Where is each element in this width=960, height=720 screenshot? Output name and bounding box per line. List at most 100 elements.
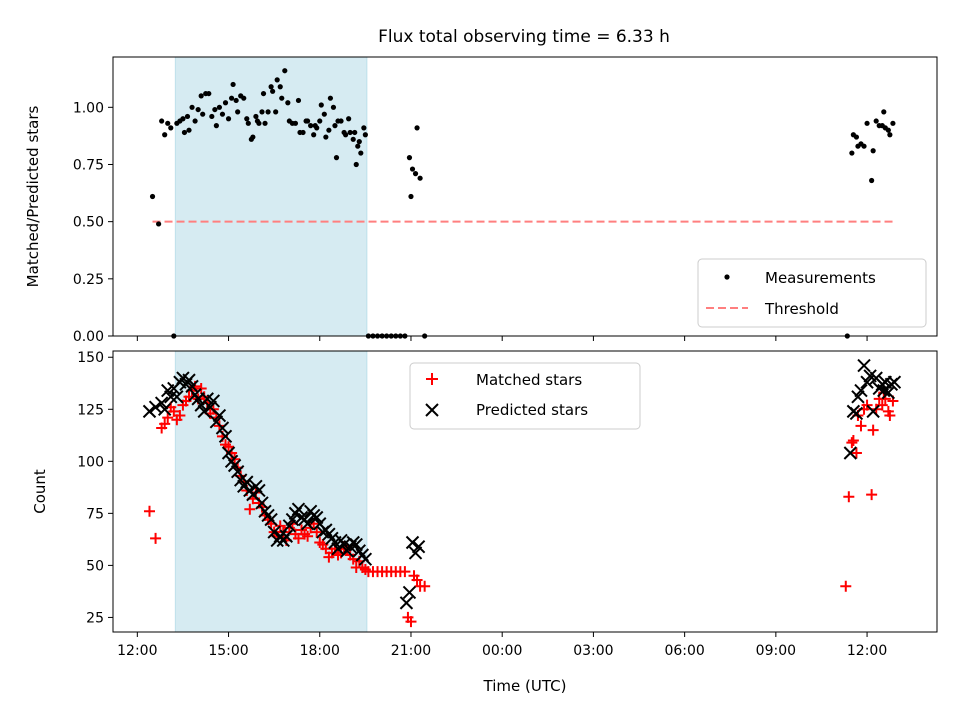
measurement-point: [330, 104, 337, 110]
measurement-point: [235, 109, 241, 115]
measurement-point: [156, 221, 162, 227]
xtick-label: 06:00: [664, 643, 704, 659]
matched-point: [867, 424, 879, 436]
legend-predicted-label: Predicted stars: [476, 401, 588, 419]
measurement-point: [149, 193, 156, 200]
measurement-point: [274, 77, 280, 83]
measurement-point: [233, 97, 239, 104]
ratio-observing-span: [174, 56, 368, 337]
measurement-point: [212, 106, 218, 113]
measurement-point: [159, 118, 165, 124]
measurement-point: [327, 95, 334, 101]
matched-point: [223, 441, 235, 453]
measurement-point: [881, 109, 887, 115]
xtick-label: 09:00: [756, 643, 796, 659]
matched-point: [884, 410, 896, 422]
predicted-point: [411, 539, 426, 554]
measurement-point: [219, 111, 226, 117]
matched-point: [411, 574, 423, 586]
measurement-point: [409, 166, 416, 172]
ratio-ytick-label: 0.50: [73, 215, 104, 231]
measurement-point: [180, 116, 186, 122]
measurement-point: [849, 150, 855, 156]
measurement-point: [285, 100, 291, 106]
matched-point: [850, 447, 862, 459]
predicted-point: [255, 496, 269, 510]
count-legend: Matched stars Predicted stars: [409, 362, 641, 430]
measurement-point: [414, 125, 420, 131]
measurement-point: [332, 123, 338, 129]
chart-title: Flux total observing time = 6.33 h: [378, 27, 670, 47]
count-data: [142, 358, 902, 628]
count-ytick-label: 125: [77, 402, 104, 418]
predicted-point: [142, 404, 157, 419]
measurement-point: [873, 118, 879, 124]
matched-point: [168, 405, 180, 417]
measurement-point: [318, 102, 324, 108]
measurement-point: [317, 118, 323, 124]
predicted-point: [252, 483, 266, 498]
matched-point: [419, 580, 431, 592]
measurement-point: [216, 104, 223, 110]
ratio-legend: Measurements Threshold: [697, 258, 927, 328]
measurement-point: [314, 125, 320, 131]
xlabel: Time (UTC): [483, 677, 567, 695]
measurement-point: [412, 171, 419, 177]
measurement-point: [362, 132, 368, 138]
legend-measurements-label: Measurements: [765, 269, 876, 287]
measurement-point: [165, 120, 171, 126]
measurement-point: [864, 120, 870, 126]
ratio-ytick-label: 0.75: [73, 157, 104, 173]
legend-predicted-marker: [425, 403, 439, 417]
measurement-point: [853, 134, 860, 140]
measurement-point: [186, 127, 192, 133]
measurement-point: [200, 111, 206, 117]
measurement-point: [181, 129, 188, 136]
predicted-point: [887, 375, 902, 389]
predicted-point: [206, 394, 221, 408]
measurement-point: [292, 120, 299, 126]
matched-point: [162, 412, 174, 424]
matched-point: [311, 526, 323, 538]
measurement-point: [244, 116, 250, 122]
measurement-point: [353, 161, 359, 168]
predicted-point: [221, 446, 236, 460]
measurement-point: [222, 100, 229, 106]
predicted-point: [866, 404, 880, 419]
predicted-point: [405, 535, 420, 550]
measurement-point: [333, 155, 340, 161]
measurement-point: [225, 116, 232, 122]
measurement-point: [184, 113, 191, 120]
xtick-label: 03:00: [573, 643, 613, 659]
measurement-point: [311, 132, 317, 138]
measurement-point: [885, 127, 891, 133]
measurement-point: [356, 139, 362, 145]
legend-measurements-marker: [724, 274, 730, 280]
ratio-ytick-label: 0.25: [73, 272, 104, 288]
matched-point: [855, 420, 867, 432]
predicted-point: [300, 517, 315, 531]
predicted-point: [157, 402, 172, 416]
measurement-point: [192, 118, 198, 124]
legend-threshold-label: Threshold: [764, 300, 839, 318]
measurement-point: [358, 150, 364, 156]
ratio-ytick-label: 0.00: [73, 329, 104, 345]
predicted-point: [164, 390, 178, 404]
matched-point: [847, 435, 859, 447]
ratio-legend-frame: [697, 258, 927, 328]
measurement-point: [256, 120, 262, 126]
measurement-point: [245, 120, 251, 126]
measurement-point: [869, 177, 875, 184]
ratio-data: [149, 68, 896, 339]
matched-point: [861, 399, 873, 411]
measurement-point: [338, 118, 344, 124]
predicted-point: [843, 446, 858, 460]
predicted-point: [185, 379, 199, 394]
measurement-point: [300, 129, 306, 136]
matched-point: [195, 382, 207, 394]
xtick-label: 18:00: [300, 643, 340, 659]
measurement-point: [250, 134, 256, 140]
measurement-point: [260, 90, 267, 97]
count-ylabel: Count: [31, 469, 49, 514]
measurement-point: [195, 106, 201, 113]
